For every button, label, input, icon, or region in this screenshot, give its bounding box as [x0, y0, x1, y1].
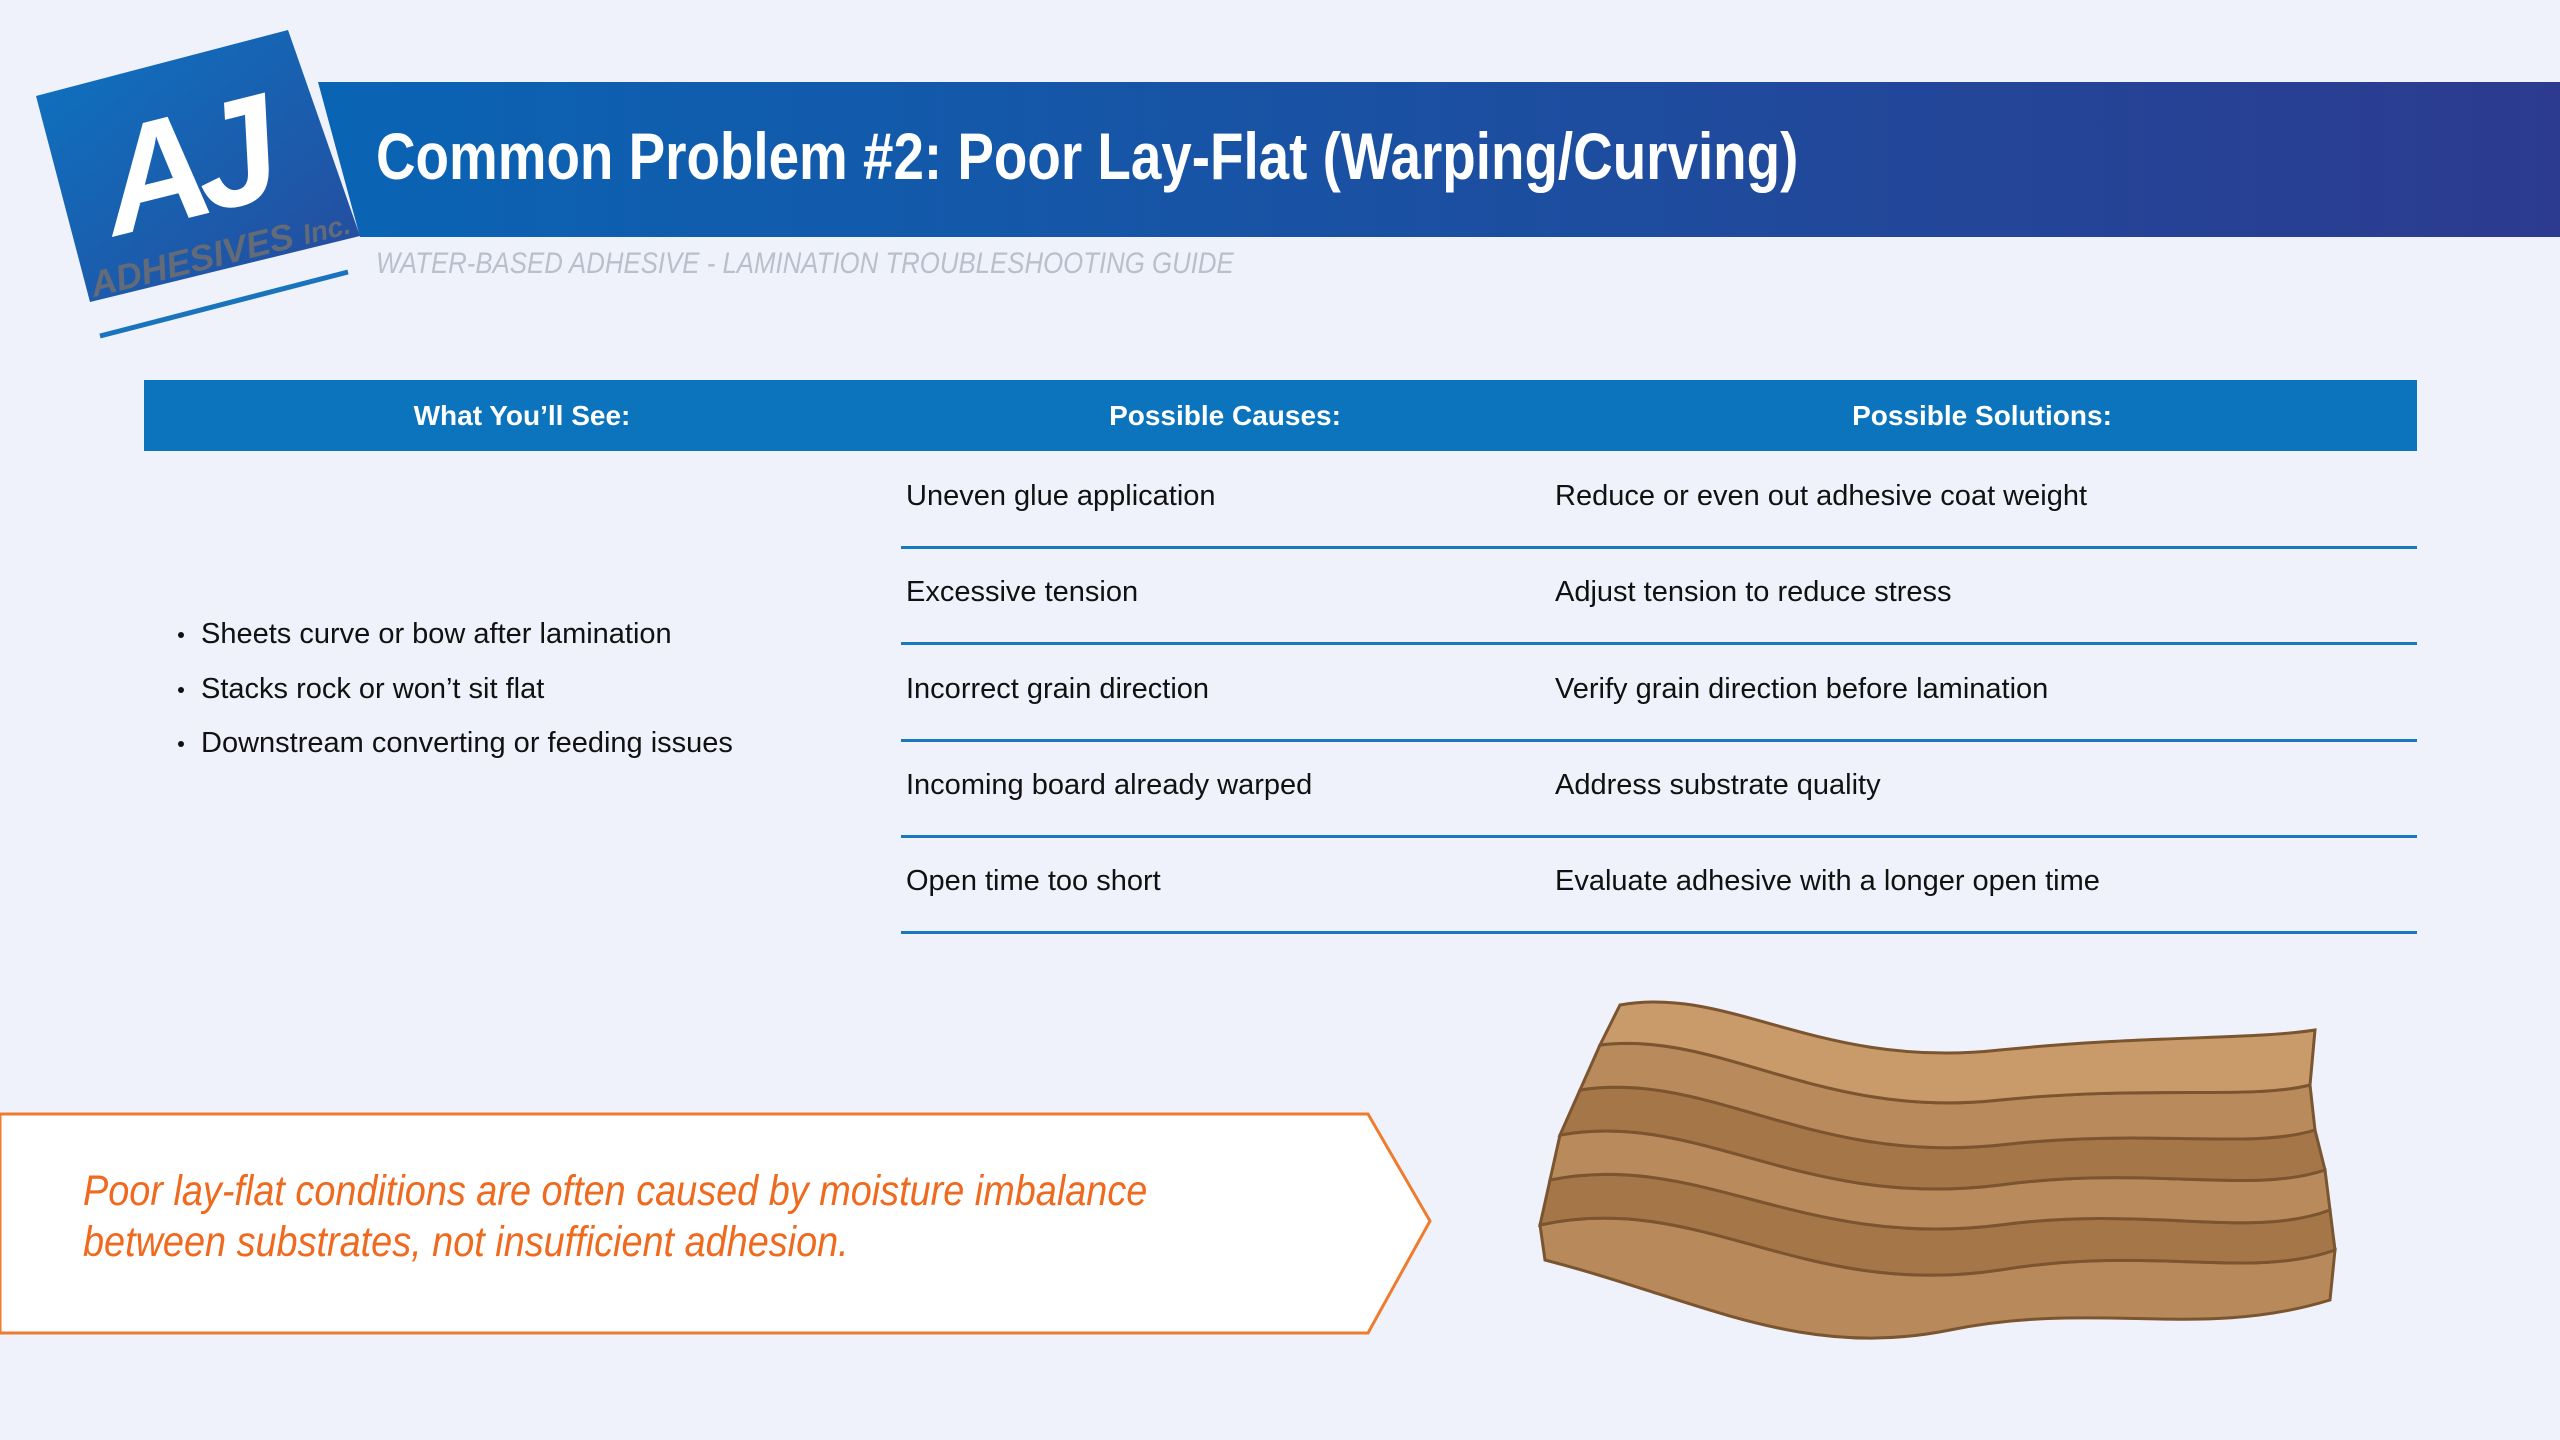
title-banner — [318, 82, 2560, 237]
callout-box — [0, 1112, 1432, 1335]
logo-rule — [99, 269, 349, 339]
solution-cell: Adjust tension to reduce stress — [1555, 576, 1952, 609]
column-header: What You’ll See: — [413, 400, 631, 431]
cause-cell: Incoming board already warped — [906, 768, 1313, 801]
page-subtitle: WATER-BASED ADHESIVE - LAMINATION TROUBL… — [376, 247, 1234, 280]
row-divider — [901, 738, 2417, 742]
symptom-item: Sheets curve or bow after lamination — [178, 618, 672, 650]
row-divider — [901, 834, 2417, 838]
cause-cell: Excessive tension — [906, 576, 1139, 609]
symptom-item: Stacks rock or won’t sit flat — [177, 672, 545, 705]
page-title: Common Problem #2: Poor Lay-Flat (Warpin… — [376, 119, 1799, 193]
column-header: Possible Causes: — [1109, 400, 1341, 431]
cause-cell: Uneven glue application — [906, 480, 1216, 512]
table-header-bg — [144, 380, 2417, 451]
cause-cell: Incorrect grain direction — [906, 672, 1210, 705]
callout-text: between substrates, not insufficient adh… — [83, 1218, 849, 1266]
row-divider — [901, 546, 2417, 549]
solution-cell: Evaluate adhesive with a longer open tim… — [1555, 865, 2100, 898]
row-divider — [901, 931, 2417, 935]
column-header: Possible Solutions: — [1852, 400, 2112, 431]
cause-cell: Open time too short — [906, 865, 1161, 898]
solution-cell: Verify grain direction before lamination — [1555, 672, 2049, 705]
row-divider — [901, 642, 2417, 646]
solution-cell: Address substrate quality — [1555, 768, 1881, 801]
solution-cell: Reduce or even out adhesive coat weight — [1555, 480, 2088, 512]
symptom-item: Downstream converting or feeding issues — [178, 727, 733, 759]
callout-text: Poor lay-flat conditions are often cause… — [83, 1167, 1148, 1215]
logo-badge — [36, 30, 360, 302]
cardboard-stack — [1538, 1000, 2337, 1340]
